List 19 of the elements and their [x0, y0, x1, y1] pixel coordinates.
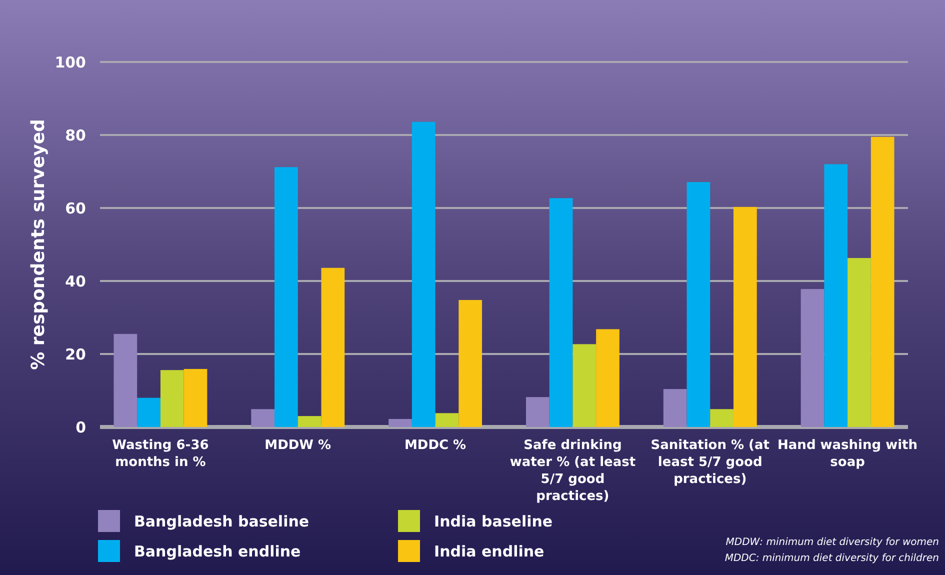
y-tick-label: 20 [65, 345, 86, 364]
y-tick-label: 0 [76, 418, 86, 436]
x-tick-label: Safe drinking water % (at least 5/7 good practices) [510, 438, 636, 504]
x-tick-label: Hand washing with soap [778, 438, 918, 470]
y-tick-label: 40 [65, 272, 86, 290]
text: MDDW: minimum diet diversity for women [726, 537, 939, 548]
legend-label: Bangladesh endline [134, 542, 301, 560]
x-tick-label: Wasting 6-36 months in % [112, 438, 209, 470]
x-tick-label: MDDW % [264, 438, 332, 453]
y-tick-label: 60 [65, 199, 86, 218]
y-tick-label: 100 [54, 53, 86, 72]
legend-label: Bangladesh baseline [134, 512, 310, 530]
x-tick-label: Sanitation % (at least 5/7 good practices) [650, 438, 770, 487]
text: MDDC: minimum diet diversity for children [724, 553, 939, 564]
legend-label: India baseline [434, 512, 553, 530]
y-tick-label: 80 [65, 126, 86, 144]
legend-label: India endline [434, 542, 544, 560]
x-tick-label: MDDC % [404, 438, 466, 453]
y-axis-title: % respondents surveyed [28, 119, 49, 370]
